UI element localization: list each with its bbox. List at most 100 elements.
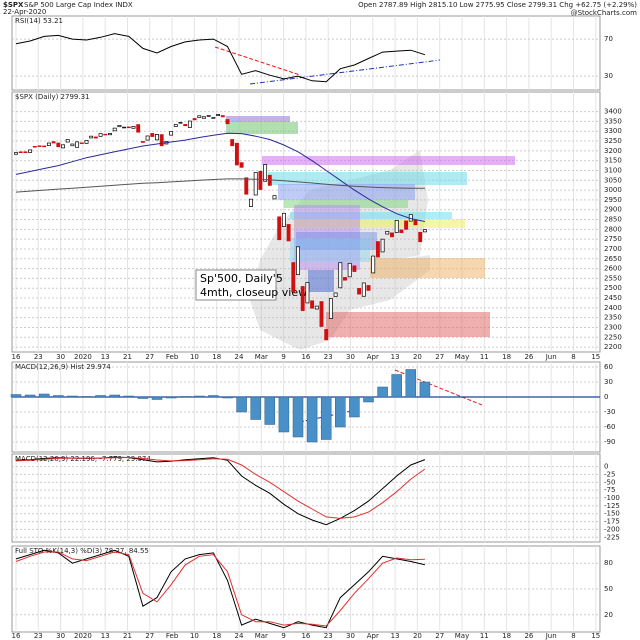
x-tick-label: 20	[413, 632, 422, 640]
x-tick-label: 23	[324, 632, 333, 640]
candle-body	[183, 124, 188, 127]
candle-body	[122, 126, 127, 129]
x-tick-label: 16	[12, 353, 21, 361]
x-tick-label: 30	[56, 632, 65, 640]
candle-body	[93, 136, 98, 139]
annotation: Sp'500, Daily'5	[200, 272, 283, 285]
candle-body	[32, 146, 37, 148]
candle-body	[413, 219, 418, 226]
y-tick-label: -50	[604, 478, 615, 486]
y-tick-label: 2450	[604, 294, 622, 302]
y-tick-label: -75	[604, 486, 615, 494]
x-tick-label: Mar	[255, 632, 268, 640]
x-tick-label: 16	[301, 353, 310, 361]
zone	[290, 212, 452, 219]
x-tick-label: 10	[190, 632, 199, 640]
y-tick-label: 2650	[604, 255, 622, 263]
candle-body	[51, 141, 56, 144]
candle-body	[380, 238, 385, 253]
x-tick-label: 27	[145, 353, 154, 361]
y-tick-label: 3050	[604, 176, 622, 184]
hist-bar	[236, 396, 247, 413]
y-tick-label: 2350	[604, 314, 622, 322]
y-tick-label: 2750	[604, 235, 622, 243]
zone	[294, 219, 465, 228]
candle-body	[305, 282, 310, 304]
series-line	[15, 178, 425, 193]
y-tick-label: -100	[604, 494, 620, 502]
candle-body	[352, 265, 357, 272]
candle-body	[394, 219, 399, 233]
y-tick-label: 2900	[604, 206, 622, 214]
candle-body	[187, 120, 192, 128]
candle-body	[418, 231, 423, 243]
hist-bar	[109, 394, 120, 398]
y-tick-label: 20	[604, 611, 613, 619]
candle-body	[211, 117, 216, 119]
candle-body	[253, 172, 258, 196]
hist-bar	[53, 395, 64, 398]
hist-bar	[67, 395, 78, 398]
watermark: @StockCharts.com	[571, 9, 638, 17]
zone	[268, 172, 467, 185]
hist-bar	[38, 393, 50, 398]
candle-body	[244, 177, 249, 195]
candle-body	[310, 300, 315, 309]
x-tick-label: 13	[101, 632, 110, 640]
series-line	[15, 549, 426, 629]
x-tick-label: 20	[413, 353, 422, 361]
hist-bar	[391, 374, 402, 398]
hist-bar	[24, 394, 36, 398]
x-tick-label: Feb	[166, 632, 179, 640]
candle-body	[18, 151, 23, 153]
candle-body	[108, 133, 112, 136]
x-tick-label: 13	[391, 353, 400, 361]
candle-body	[281, 212, 286, 227]
y-tick-label: 3250	[604, 137, 622, 145]
panel-title: MACD(12,26,9) Hist 29.974	[15, 363, 111, 371]
x-tick-label: 16	[12, 632, 21, 640]
series-line	[15, 551, 425, 627]
candle-body	[131, 125, 136, 129]
hist-bar	[349, 396, 360, 418]
zone	[326, 312, 490, 337]
y-tick-label: 2850	[604, 216, 622, 224]
candle-body	[65, 139, 70, 143]
candle-body	[286, 224, 291, 242]
y-tick-label: 60	[604, 363, 613, 371]
x-tick-label: 30	[346, 353, 355, 361]
hist-bar	[405, 369, 417, 398]
y-tick-label: 2800	[604, 225, 622, 233]
candle-body	[390, 232, 394, 238]
zone	[284, 200, 408, 208]
x-tick-label: 16	[301, 632, 310, 640]
candle-body	[366, 285, 371, 291]
candle-body	[173, 124, 178, 127]
candle-body	[371, 255, 376, 274]
x-tick-label: 27	[435, 632, 444, 640]
zone	[226, 122, 298, 134]
panel-title: $SPX (Daily) 2799.31	[15, 93, 89, 101]
hist-bar	[335, 396, 346, 428]
y-tick-label: -225	[604, 533, 620, 541]
hist-bar	[222, 396, 233, 399]
hist-bar	[208, 395, 219, 398]
candle-body	[385, 230, 390, 235]
series-line	[15, 33, 426, 83]
y-tick-label: 50	[604, 585, 613, 593]
candle-body	[89, 135, 94, 139]
candle-body	[37, 145, 42, 147]
y-tick-label: 70	[604, 35, 613, 43]
annotation: 4mth, closeup view	[200, 286, 307, 299]
candle-body	[343, 277, 347, 281]
candle-body	[319, 301, 324, 327]
y-tick-label: 3100	[604, 166, 622, 174]
y-tick-label: 3150	[604, 157, 622, 165]
x-tick-label: 23	[324, 353, 333, 361]
candle-body	[178, 122, 183, 124]
security-name: S&P 500 Large Cap Index INDX	[24, 1, 133, 9]
series-line	[15, 132, 426, 222]
hist-bar	[278, 396, 290, 433]
hist-bar	[363, 396, 374, 403]
